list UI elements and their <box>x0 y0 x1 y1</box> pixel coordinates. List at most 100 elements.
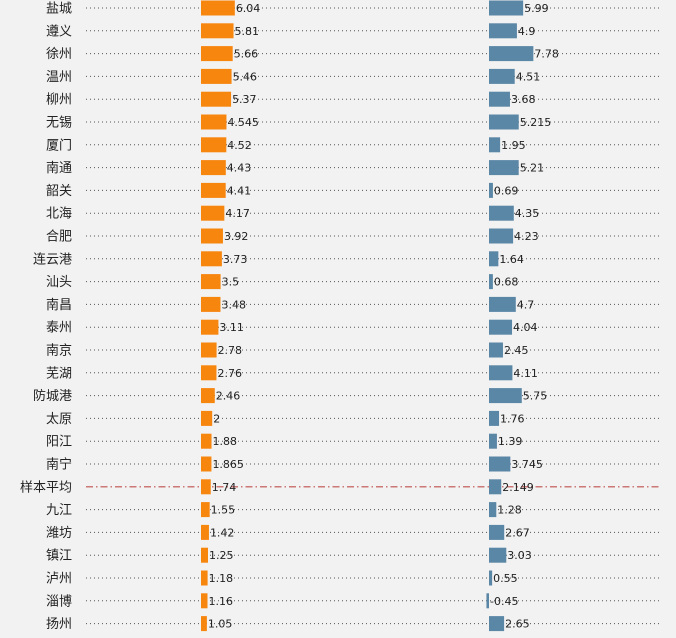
data-label-series1-row-5: 5.37 <box>232 93 257 106</box>
data-label-series1-row-8: 4.43 <box>227 162 252 175</box>
data-label-series2-row-18: 5.75 <box>523 390 548 403</box>
category-label-row-22: 样本平均 <box>20 480 72 495</box>
data-label-series2-row-21: 3.745 <box>511 458 543 471</box>
bar-series1-row-19 <box>201 410 213 426</box>
category-label-row-12: 连云港 <box>33 251 72 267</box>
data-label-series1-row-12: 3.73 <box>223 253 248 266</box>
data-label-series1-row-1: 6.04 <box>236 2 261 15</box>
bar-series1-row-18 <box>201 388 215 404</box>
bar-series2-row-6 <box>489 114 519 130</box>
bar-series1-row-27 <box>201 593 208 609</box>
category-label-row-4: 温州 <box>46 70 72 85</box>
bar-series2-row-11 <box>489 228 514 244</box>
category-label-row-11: 合肥 <box>46 230 72 245</box>
category-label-row-2: 遵义 <box>46 23 72 39</box>
category-label-row-6: 无锡 <box>46 116 72 131</box>
category-label-row-3: 徐州 <box>46 47 72 62</box>
data-label-series1-row-21: 1.865 <box>212 458 244 471</box>
bar-series2-row-18 <box>489 388 522 404</box>
bar-series1-row-11 <box>201 228 223 244</box>
data-label-series2-row-5: 3.68 <box>511 93 536 106</box>
bar-series1-row-10 <box>201 205 225 221</box>
data-label-series2-row-26: 0.55 <box>493 572 518 585</box>
bar-series2-row-13 <box>489 274 493 290</box>
bar-series1-row-12 <box>201 251 222 267</box>
data-label-series1-row-27: 1.16 <box>208 595 233 608</box>
bar-series2-row-7 <box>489 137 501 153</box>
category-label-row-13: 汕头 <box>46 275 72 290</box>
data-label-series2-row-1: 5.99 <box>524 2 549 15</box>
bar-series1-row-14 <box>201 296 221 312</box>
data-label-series1-row-18: 2.46 <box>216 390 241 403</box>
bar-series1-row-9 <box>201 182 226 198</box>
bar-series1-row-28 <box>201 616 207 632</box>
bar-series2-row-27 <box>486 593 489 609</box>
data-label-series1-row-15: 3.11 <box>219 321 244 334</box>
bar-series1-row-1 <box>201 0 235 16</box>
bar-series2-row-10 <box>489 205 514 221</box>
data-label-series2-row-10: 4.35 <box>515 207 540 220</box>
category-label-row-8: 南通 <box>46 160 72 176</box>
bar-series2-row-12 <box>489 251 499 267</box>
data-label-series2-row-15: 4.04 <box>513 321 538 334</box>
data-label-series2-row-22: 2.149 <box>502 481 533 494</box>
data-label-series2-row-27: -0.45 <box>490 595 518 608</box>
bar-series1-row-8 <box>201 160 226 176</box>
category-label-row-25: 镇江 <box>46 549 72 564</box>
category-label-row-14: 南昌 <box>46 297 72 313</box>
bar-series2-row-5 <box>489 91 510 107</box>
data-label-series1-row-9: 4.41 <box>227 184 252 197</box>
data-label-series2-row-24: 2.67 <box>505 526 530 539</box>
data-label-series1-row-23: 1.55 <box>211 504 236 517</box>
data-label-series1-row-24: 1.42 <box>210 526 235 539</box>
data-label-series1-row-13: 3.5 <box>222 276 240 289</box>
bar-series2-row-16 <box>489 342 503 358</box>
data-label-series2-row-28: 2.65 <box>505 618 529 631</box>
bar-series1-row-16 <box>201 342 217 358</box>
bar-series2-row-3 <box>489 46 534 62</box>
category-label-row-26: 泸州 <box>46 572 72 587</box>
data-label-series1-row-3: 5.66 <box>234 48 258 61</box>
data-label-series2-row-9: 0.69 <box>494 184 518 197</box>
category-label-row-19: 太原 <box>46 412 72 427</box>
data-label-series2-row-8: 5.21 <box>520 162 545 175</box>
category-label-row-5: 柳州 <box>46 93 72 108</box>
data-label-series1-row-10: 4.17 <box>225 207 250 220</box>
category-label-row-10: 北海 <box>46 207 72 222</box>
data-label-series1-row-2: 5.81 <box>235 25 260 38</box>
data-label-series2-row-7: 1.95 <box>501 139 526 152</box>
bar-series2-row-20 <box>489 433 497 449</box>
data-label-series2-row-2: 4.9 <box>518 25 536 38</box>
bar-series2-row-24 <box>489 524 505 540</box>
bar-series2-row-1 <box>489 0 524 16</box>
bar-series1-row-22 <box>201 479 211 495</box>
data-label-series2-row-6: 5.215 <box>520 116 552 129</box>
bar-series2-row-26 <box>489 570 493 586</box>
bar-series2-row-23 <box>489 502 497 518</box>
data-label-series1-row-26: 1.18 <box>209 572 234 585</box>
data-label-series2-row-23: 1.28 <box>497 504 522 517</box>
data-label-series1-row-28: 1.05 <box>208 618 233 631</box>
bar-series2-row-9 <box>489 182 493 198</box>
bar-series2-row-28 <box>489 616 505 632</box>
bar-series1-row-25 <box>201 547 208 563</box>
data-label-series2-row-14: 4.7 <box>517 298 535 311</box>
data-label-series2-row-3: 7.78 <box>534 48 559 61</box>
bar-series1-row-17 <box>201 365 217 381</box>
bar-series2-row-17 <box>489 365 513 381</box>
bar-series2-row-22 <box>489 479 502 495</box>
data-label-series2-row-11: 4.23 <box>514 230 539 243</box>
data-label-series1-row-19: 2 <box>213 412 220 425</box>
bar-series1-row-7 <box>201 137 227 153</box>
category-label-row-24: 潍坊 <box>46 526 72 541</box>
data-label-series1-row-25: 1.25 <box>209 549 234 562</box>
bar-series1-row-4 <box>201 68 232 84</box>
bar-series2-row-8 <box>489 160 519 176</box>
bar-series2-row-2 <box>489 23 517 39</box>
category-label-row-28: 扬州 <box>46 617 72 632</box>
category-label-row-23: 九江 <box>46 503 72 518</box>
category-label-row-7: 厦门 <box>46 138 72 153</box>
data-label-series2-row-12: 1.64 <box>499 253 524 266</box>
category-label-row-9: 韶关 <box>46 183 72 199</box>
